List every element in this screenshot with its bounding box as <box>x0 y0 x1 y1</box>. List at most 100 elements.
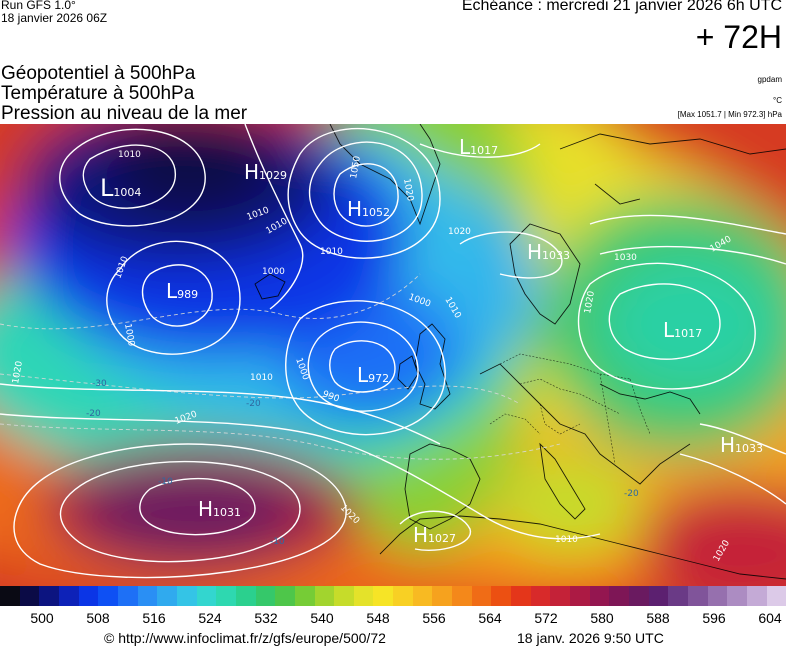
temperature-isotherms <box>0 273 561 460</box>
colorbar-swatch <box>550 586 571 606</box>
center-value: 1004 <box>113 186 141 199</box>
temperature-label: -20 <box>246 399 261 409</box>
unit-celsius: °C <box>773 96 782 105</box>
weather-map[interactable]: L1004 H1029 H1052 L1017 L989 H1033 L1017… <box>0 124 786 586</box>
parameter-temperature: Température à 500hPa <box>1 83 195 104</box>
isobar-label: 1020 <box>448 227 471 237</box>
isobar-label: 1000 <box>122 323 136 348</box>
colorbar-swatch <box>294 586 315 606</box>
colorbar-swatch <box>334 586 354 606</box>
svg-text:L1017: L1017 <box>663 318 702 342</box>
generation-timestamp: 18 janv. 2026 9:50 UTC <box>517 630 664 646</box>
colorbar-swatch <box>393 586 413 606</box>
colorbar-tick-label: 564 <box>478 610 502 626</box>
temperature-label: -10 <box>270 537 285 547</box>
center-value: 1031 <box>213 506 241 519</box>
svg-text:H1033: H1033 <box>527 240 570 264</box>
colorbar <box>0 586 786 606</box>
center-value: 1017 <box>674 327 702 340</box>
geopotential-field <box>0 124 786 586</box>
center-letter: H <box>413 523 428 547</box>
colorbar-tick-label: 604 <box>758 610 782 626</box>
center-value: 1033 <box>542 249 570 262</box>
colorbar-tick-label: 532 <box>254 610 278 626</box>
center-letter: H <box>244 160 259 184</box>
lead-time: + 72H <box>695 19 782 55</box>
run-label: Run GFS 1.0° <box>1 0 76 12</box>
temperature-labels: -30 -20 -20 -10 -10 -20 <box>86 379 639 547</box>
colorbar-swatch <box>766 586 786 606</box>
colorbar-swatch <box>314 586 335 606</box>
isobar-label: 1020 <box>11 360 25 385</box>
colorbar-swatch <box>176 586 197 606</box>
colorbar-swatch <box>19 586 40 606</box>
svg-text:H1031: H1031 <box>198 497 241 521</box>
isobar-label: 1010 <box>320 247 343 257</box>
colorbar-tick-label: 572 <box>534 610 558 626</box>
center-value: 1052 <box>362 206 390 219</box>
temperature-label: -20 <box>624 489 639 499</box>
temperature-label: -30 <box>92 379 107 389</box>
parameter-geopotential: Géopotentiel à 500hPa <box>1 63 196 84</box>
colorbar-swatch <box>452 586 472 606</box>
colorbar-swatch <box>0 586 20 606</box>
valid-time: Echéance : mercredi 21 janvier 2026 6h U… <box>461 0 782 14</box>
colorbar-swatch <box>609 586 629 606</box>
center-letter: L <box>663 318 675 342</box>
isobar-label: 1010 <box>555 535 578 545</box>
isobar-label: 1030 <box>614 253 637 263</box>
colorbar-swatch <box>39 586 59 606</box>
center-letter: H <box>198 497 213 521</box>
colorbar-swatch <box>373 586 394 606</box>
colorbar-swatch <box>629 586 649 606</box>
colorbar-swatch <box>687 586 708 606</box>
colorbar-swatch <box>98 586 118 606</box>
isobar-label: 1010 <box>250 373 273 383</box>
colorbar-tick-label: 596 <box>702 610 726 626</box>
colorbar-swatch <box>530 586 551 606</box>
colorbar-swatch <box>707 586 728 606</box>
temperature-label: -10 <box>158 477 173 487</box>
center-letter: L <box>100 174 114 202</box>
isobar-label: 1020 <box>583 290 597 315</box>
temperature-label: -20 <box>86 409 101 419</box>
center-value: 1029 <box>259 169 287 182</box>
colorbar-tick-label: 588 <box>646 610 670 626</box>
isobars <box>0 124 786 579</box>
colorbar-tick-label: 516 <box>142 610 166 626</box>
colorbar-swatch <box>275 586 295 606</box>
center-value: 1033 <box>735 442 763 455</box>
colorbar-swatch <box>491 586 512 606</box>
colorbar-swatch <box>137 586 158 606</box>
colorbar-swatch <box>668 586 688 606</box>
colorbar-tick-label: 508 <box>86 610 110 626</box>
colorbar-tick-label: 540 <box>310 610 334 626</box>
colorbar-swatch <box>235 586 256 606</box>
run-date: 18 janvier 2026 06Z <box>1 11 108 25</box>
isobar-label: 1020 <box>401 178 415 203</box>
colorbar-tick-label: 548 <box>366 610 390 626</box>
center-value: 972 <box>368 372 389 385</box>
colorbar-tick-label: 524 <box>198 610 222 626</box>
unit-pressure-range: [Max 1051.7 | Min 972.3] hPa <box>677 110 782 119</box>
colorbar-swatch <box>216 586 236 606</box>
parameter-pressure: Pression au niveau de la mer <box>1 103 248 124</box>
colorbar-swatch <box>117 586 138 606</box>
borders <box>489 353 651 465</box>
svg-text:L972: L972 <box>357 363 389 387</box>
pressure-centers: L1004 H1029 H1052 L1017 L989 H1033 L1017… <box>100 135 763 547</box>
colorbar-tick-label: 580 <box>590 610 614 626</box>
colorbar-swatch <box>58 586 79 606</box>
colorbar-swatch <box>255 586 276 606</box>
colorbar-swatch <box>78 586 99 606</box>
colorbar-swatch <box>196 586 217 606</box>
center-letter: H <box>527 240 542 264</box>
isobar-label: 1000 <box>262 267 285 277</box>
colorbar-swatch <box>727 586 747 606</box>
isobar-label: 1010 <box>118 150 141 160</box>
center-letter: L <box>166 279 178 303</box>
center-value: 989 <box>177 288 198 301</box>
colorbar-swatch <box>570 586 590 606</box>
svg-text:L989: L989 <box>166 279 198 303</box>
colorbar-swatch <box>511 586 531 606</box>
